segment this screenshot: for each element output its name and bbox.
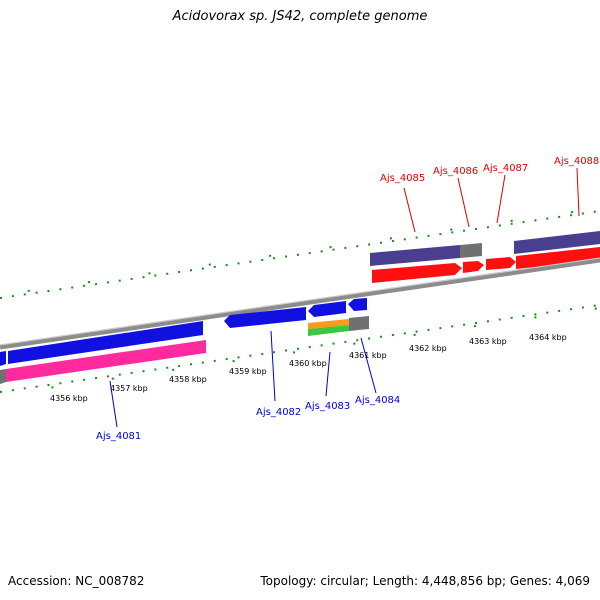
upper-tick-track xyxy=(0,207,600,299)
leader-line xyxy=(325,351,331,397)
gene-cds-blue-edge[interactable] xyxy=(0,351,6,366)
genome-title: Acidovorax sp. JS42, complete genome xyxy=(172,9,428,24)
gene-cds-blue-4082[interactable] xyxy=(224,307,306,328)
leader-line xyxy=(270,330,276,402)
leader-line xyxy=(109,380,118,428)
gene-cds-red-4088[interactable] xyxy=(516,247,600,269)
lower-minor-ticks xyxy=(0,304,600,393)
backbone-line xyxy=(0,257,600,350)
genome-summary-text: Topology: circular; Length: 4,448,856 bp… xyxy=(260,574,590,588)
upper-minor-ticks xyxy=(0,210,600,299)
scale-label: 4358 kbp xyxy=(169,375,207,384)
accession-text: Accession: NC_008782 xyxy=(8,574,145,588)
upper-major-ticks xyxy=(0,207,600,296)
gene-bar-purple-2[interactable] xyxy=(514,231,600,254)
scale-label: 4360 kbp xyxy=(289,359,327,368)
leader-line xyxy=(360,337,377,394)
lower-tick-track xyxy=(0,304,600,396)
gene-rna-pink[interactable] xyxy=(6,340,206,382)
scale-labels: 4356 kbp 4357 kbp 4358 kbp 4359 kbp 4360… xyxy=(50,333,567,403)
lower-gene-labels: Ajs_4081 Ajs_4082 Ajs_4083 Ajs_4084 xyxy=(96,330,400,442)
gene-cds-red-4085[interactable] xyxy=(372,263,462,283)
gene-bar-green[interactable] xyxy=(308,325,349,336)
scale-label: 4363 kbp xyxy=(469,337,507,346)
upper-gene-labels: Ajs_4085 Ajs_4086 Ajs_4087 Ajs_4088 xyxy=(380,156,599,233)
upper-strand-genes xyxy=(370,231,600,283)
leader-line xyxy=(403,187,416,233)
scale-label: 4356 kbp xyxy=(50,394,88,403)
gene-label-ajs-4084[interactable]: Ajs_4084 xyxy=(355,395,400,406)
leader-line xyxy=(496,174,506,224)
gene-cds-blue-4083[interactable] xyxy=(308,301,346,317)
gene-cds-blue-4084[interactable] xyxy=(348,298,367,311)
gene-label-ajs-4085[interactable]: Ajs_4085 xyxy=(380,173,425,184)
gene-bar-purple-1[interactable] xyxy=(370,245,460,266)
gene-label-ajs-4083[interactable]: Ajs_4083 xyxy=(305,401,350,412)
gene-cds-blue-4081[interactable] xyxy=(8,321,203,364)
gene-label-ajs-4081[interactable]: Ajs_4081 xyxy=(96,431,141,442)
gene-cds-red-4087[interactable] xyxy=(486,257,516,270)
gene-bar-gray-left[interactable] xyxy=(0,369,6,384)
scale-label: 4359 kbp xyxy=(229,367,267,376)
genome-backbone xyxy=(0,257,600,350)
lower-strand-genes xyxy=(0,298,369,384)
gene-bar-orange[interactable] xyxy=(308,319,349,329)
gene-cds-red-4086[interactable] xyxy=(463,261,484,273)
scale-label: 4357 kbp xyxy=(110,384,148,393)
scale-label: 4362 kbp xyxy=(409,344,447,353)
gene-label-ajs-4087[interactable]: Ajs_4087 xyxy=(483,163,528,174)
gene-bar-gray-1[interactable] xyxy=(460,243,482,258)
scale-label: 4361 kbp xyxy=(349,351,387,360)
gene-bar-gray-mid[interactable] xyxy=(349,316,369,331)
backbone-highlight xyxy=(0,257,600,346)
gene-label-ajs-4088[interactable]: Ajs_4088 xyxy=(554,156,599,167)
gene-label-ajs-4082[interactable]: Ajs_4082 xyxy=(256,407,301,418)
leader-line xyxy=(576,167,580,217)
scale-label: 4364 kbp xyxy=(529,333,567,342)
leader-line xyxy=(457,177,470,228)
gene-label-ajs-4086[interactable]: Ajs_4086 xyxy=(433,166,478,177)
